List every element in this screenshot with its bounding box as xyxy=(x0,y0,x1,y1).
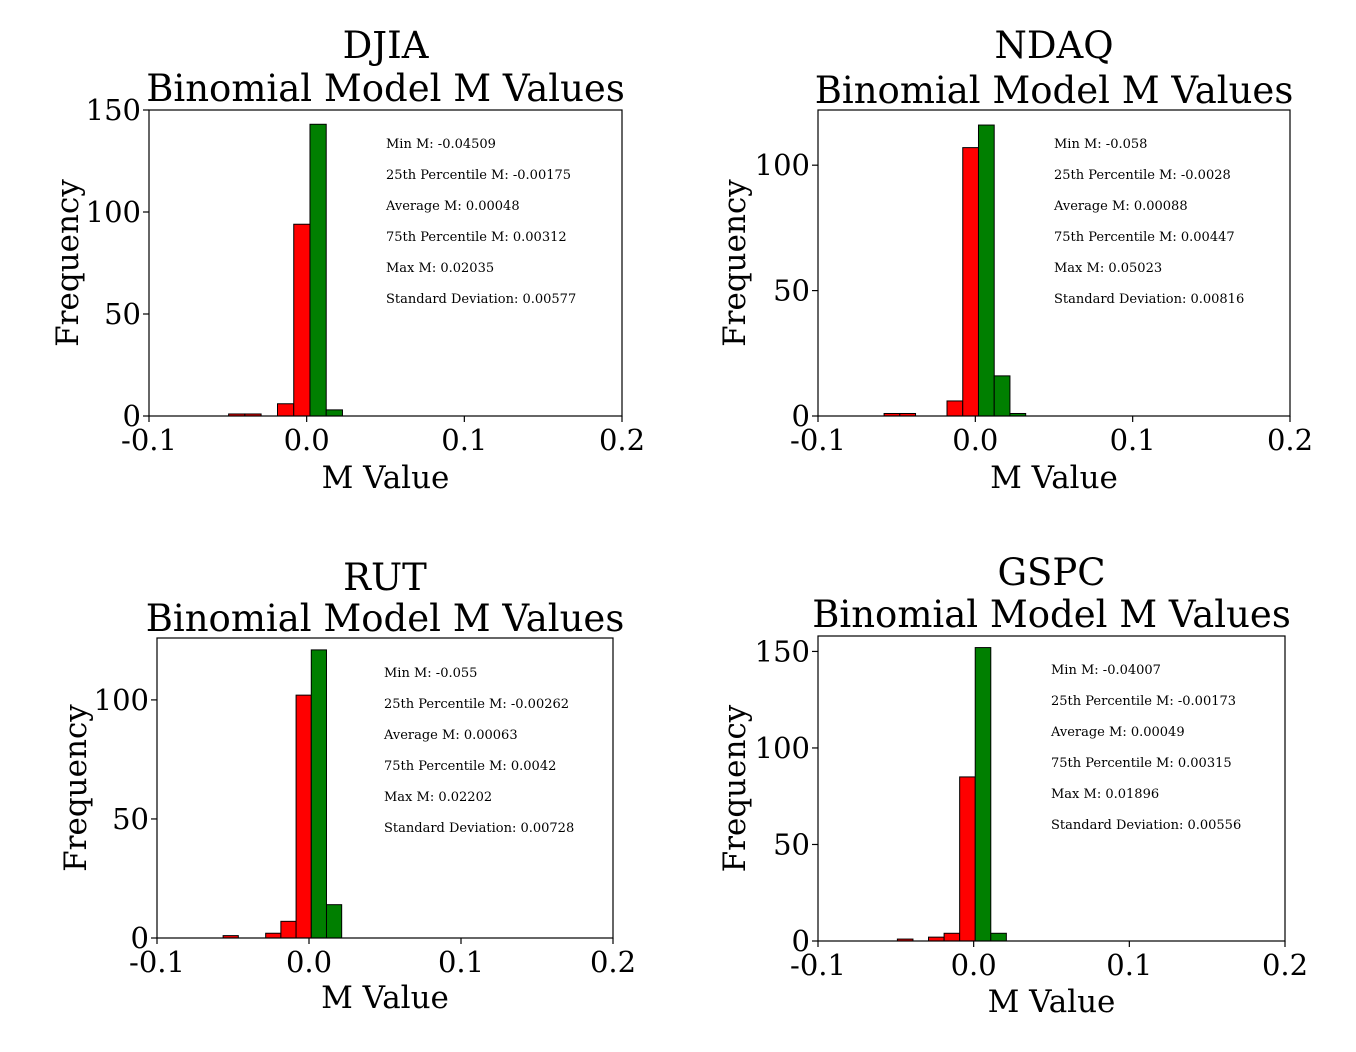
histogram-bar xyxy=(974,647,992,942)
stats-annotation: Max M: 0.05023 xyxy=(1054,261,1162,276)
stats-annotation: Average M: 0.00063 xyxy=(383,728,518,743)
y-tick-label: 100 xyxy=(755,148,810,182)
x-tick-label: 0.1 xyxy=(1106,948,1152,982)
histogram-bar xyxy=(265,932,282,939)
histogram-bar xyxy=(943,932,961,942)
y-tick-label: 150 xyxy=(755,634,810,668)
histogram-bar xyxy=(280,920,297,939)
chart-title: RUT xyxy=(343,556,427,599)
y-tick-label: 100 xyxy=(94,683,149,717)
y-tick-label: 50 xyxy=(112,802,149,836)
plot-frame xyxy=(148,109,623,417)
stats-annotation: Min M: -0.058 xyxy=(1054,137,1147,152)
stats-annotation: Standard Deviation: 0.00728 xyxy=(384,821,574,836)
y-tick-label: 100 xyxy=(755,731,810,765)
y-tick-label: 0 xyxy=(123,399,141,433)
y-tick-label: 100 xyxy=(86,195,141,229)
stats-annotation: Standard Deviation: 0.00577 xyxy=(386,292,576,307)
stats-annotation: Max M: 0.02202 xyxy=(384,790,492,805)
stats-annotation: Max M: 0.02035 xyxy=(386,261,494,276)
stats-annotation: 25th Percentile M: -0.00173 xyxy=(1051,694,1236,709)
stats-annotation: Average M: 0.00048 xyxy=(385,199,520,214)
chart-subtitle: Binomial Model M Values xyxy=(815,69,1294,112)
histogram-bar xyxy=(295,694,312,939)
stats-annotation: Average M: 0.00049 xyxy=(1050,725,1185,740)
plot-frame xyxy=(156,637,614,939)
chart-subtitle: Binomial Model M Values xyxy=(146,67,625,110)
x-tick-label: -0.1 xyxy=(129,945,185,979)
x-tick-label: -0.1 xyxy=(790,948,846,982)
chart-title: DJIA xyxy=(343,24,430,67)
stats-annotation: Min M: -0.04509 xyxy=(386,137,496,152)
histogram-bar xyxy=(959,776,976,942)
y-tick-label: 0 xyxy=(792,924,810,958)
stats-annotation: 25th Percentile M: -0.0028 xyxy=(1054,168,1231,183)
x-axis-label: M Value xyxy=(322,460,450,496)
y-axis-label: Frequency xyxy=(717,704,753,872)
x-axis-label: M Value xyxy=(988,984,1116,1020)
stats-annotation: 25th Percentile M: -0.00175 xyxy=(386,168,571,183)
x-tick-label: 0.2 xyxy=(1267,423,1313,457)
histogram-bar xyxy=(325,409,343,417)
x-tick-label: 0.1 xyxy=(441,423,487,457)
histogram-bar xyxy=(310,649,327,939)
x-tick-label: -0.1 xyxy=(790,423,846,457)
y-axis-label: Frequency xyxy=(717,179,753,347)
x-tick-label: 0.0 xyxy=(286,945,332,979)
x-tick-label: 0.2 xyxy=(599,423,645,457)
histogram-bar xyxy=(277,403,295,417)
stats-annotation: 75th Percentile M: 0.00315 xyxy=(1051,756,1232,771)
x-tick-label: 0.2 xyxy=(1262,948,1308,982)
stats-annotation: 75th Percentile M: 0.00312 xyxy=(386,230,567,245)
x-axis-label: M Value xyxy=(321,980,449,1016)
x-tick-label: 0.0 xyxy=(951,948,997,982)
histogram-bar xyxy=(990,932,1007,942)
x-axis-label: M Value xyxy=(990,460,1118,496)
stats-annotation: Average M: 0.00088 xyxy=(1053,199,1188,214)
y-axis-label: Frequency xyxy=(50,179,86,347)
histogram-bar xyxy=(977,124,995,417)
plot-frame xyxy=(817,635,1286,942)
histogram-bar xyxy=(993,375,1011,417)
histogram-bar xyxy=(293,223,311,417)
stats-annotation: 25th Percentile M: -0.00262 xyxy=(384,697,569,712)
y-tick-label: 0 xyxy=(792,399,810,433)
x-tick-label: 0.2 xyxy=(590,945,636,979)
x-tick-label: 0.1 xyxy=(438,945,484,979)
x-tick-label: 0.0 xyxy=(952,423,998,457)
y-axis-label: Frequency xyxy=(58,704,94,872)
stats-annotation: 75th Percentile M: 0.00447 xyxy=(1054,230,1235,245)
chart-subtitle: Binomial Model M Values xyxy=(146,597,625,640)
y-tick-label: 50 xyxy=(773,827,810,861)
stats-annotation: Standard Deviation: 0.00816 xyxy=(1054,292,1244,307)
plot-frame xyxy=(817,109,1291,417)
histogram-bar xyxy=(325,904,343,939)
stats-annotation: Standard Deviation: 0.00556 xyxy=(1051,818,1241,833)
chart-subtitle: Binomial Model M Values xyxy=(812,593,1291,636)
stats-annotation: 75th Percentile M: 0.0042 xyxy=(384,759,556,774)
x-tick-label: -0.1 xyxy=(121,423,177,457)
chart-title: GSPC xyxy=(997,551,1105,594)
y-tick-label: 50 xyxy=(773,274,810,308)
histogram-bar xyxy=(962,147,979,417)
chart-title: NDAQ xyxy=(994,24,1113,67)
y-tick-label: 0 xyxy=(131,921,149,955)
y-tick-label: 150 xyxy=(86,93,141,127)
histogram-bar xyxy=(946,400,964,417)
x-tick-label: 0.1 xyxy=(1110,423,1156,457)
histogram-bar xyxy=(309,123,327,417)
stats-annotation: Min M: -0.055 xyxy=(384,666,477,681)
y-tick-label: 50 xyxy=(104,297,141,331)
stats-annotation: Min M: -0.04007 xyxy=(1051,663,1161,678)
stats-annotation: Max M: 0.01896 xyxy=(1051,787,1159,802)
x-tick-label: 0.0 xyxy=(284,423,330,457)
